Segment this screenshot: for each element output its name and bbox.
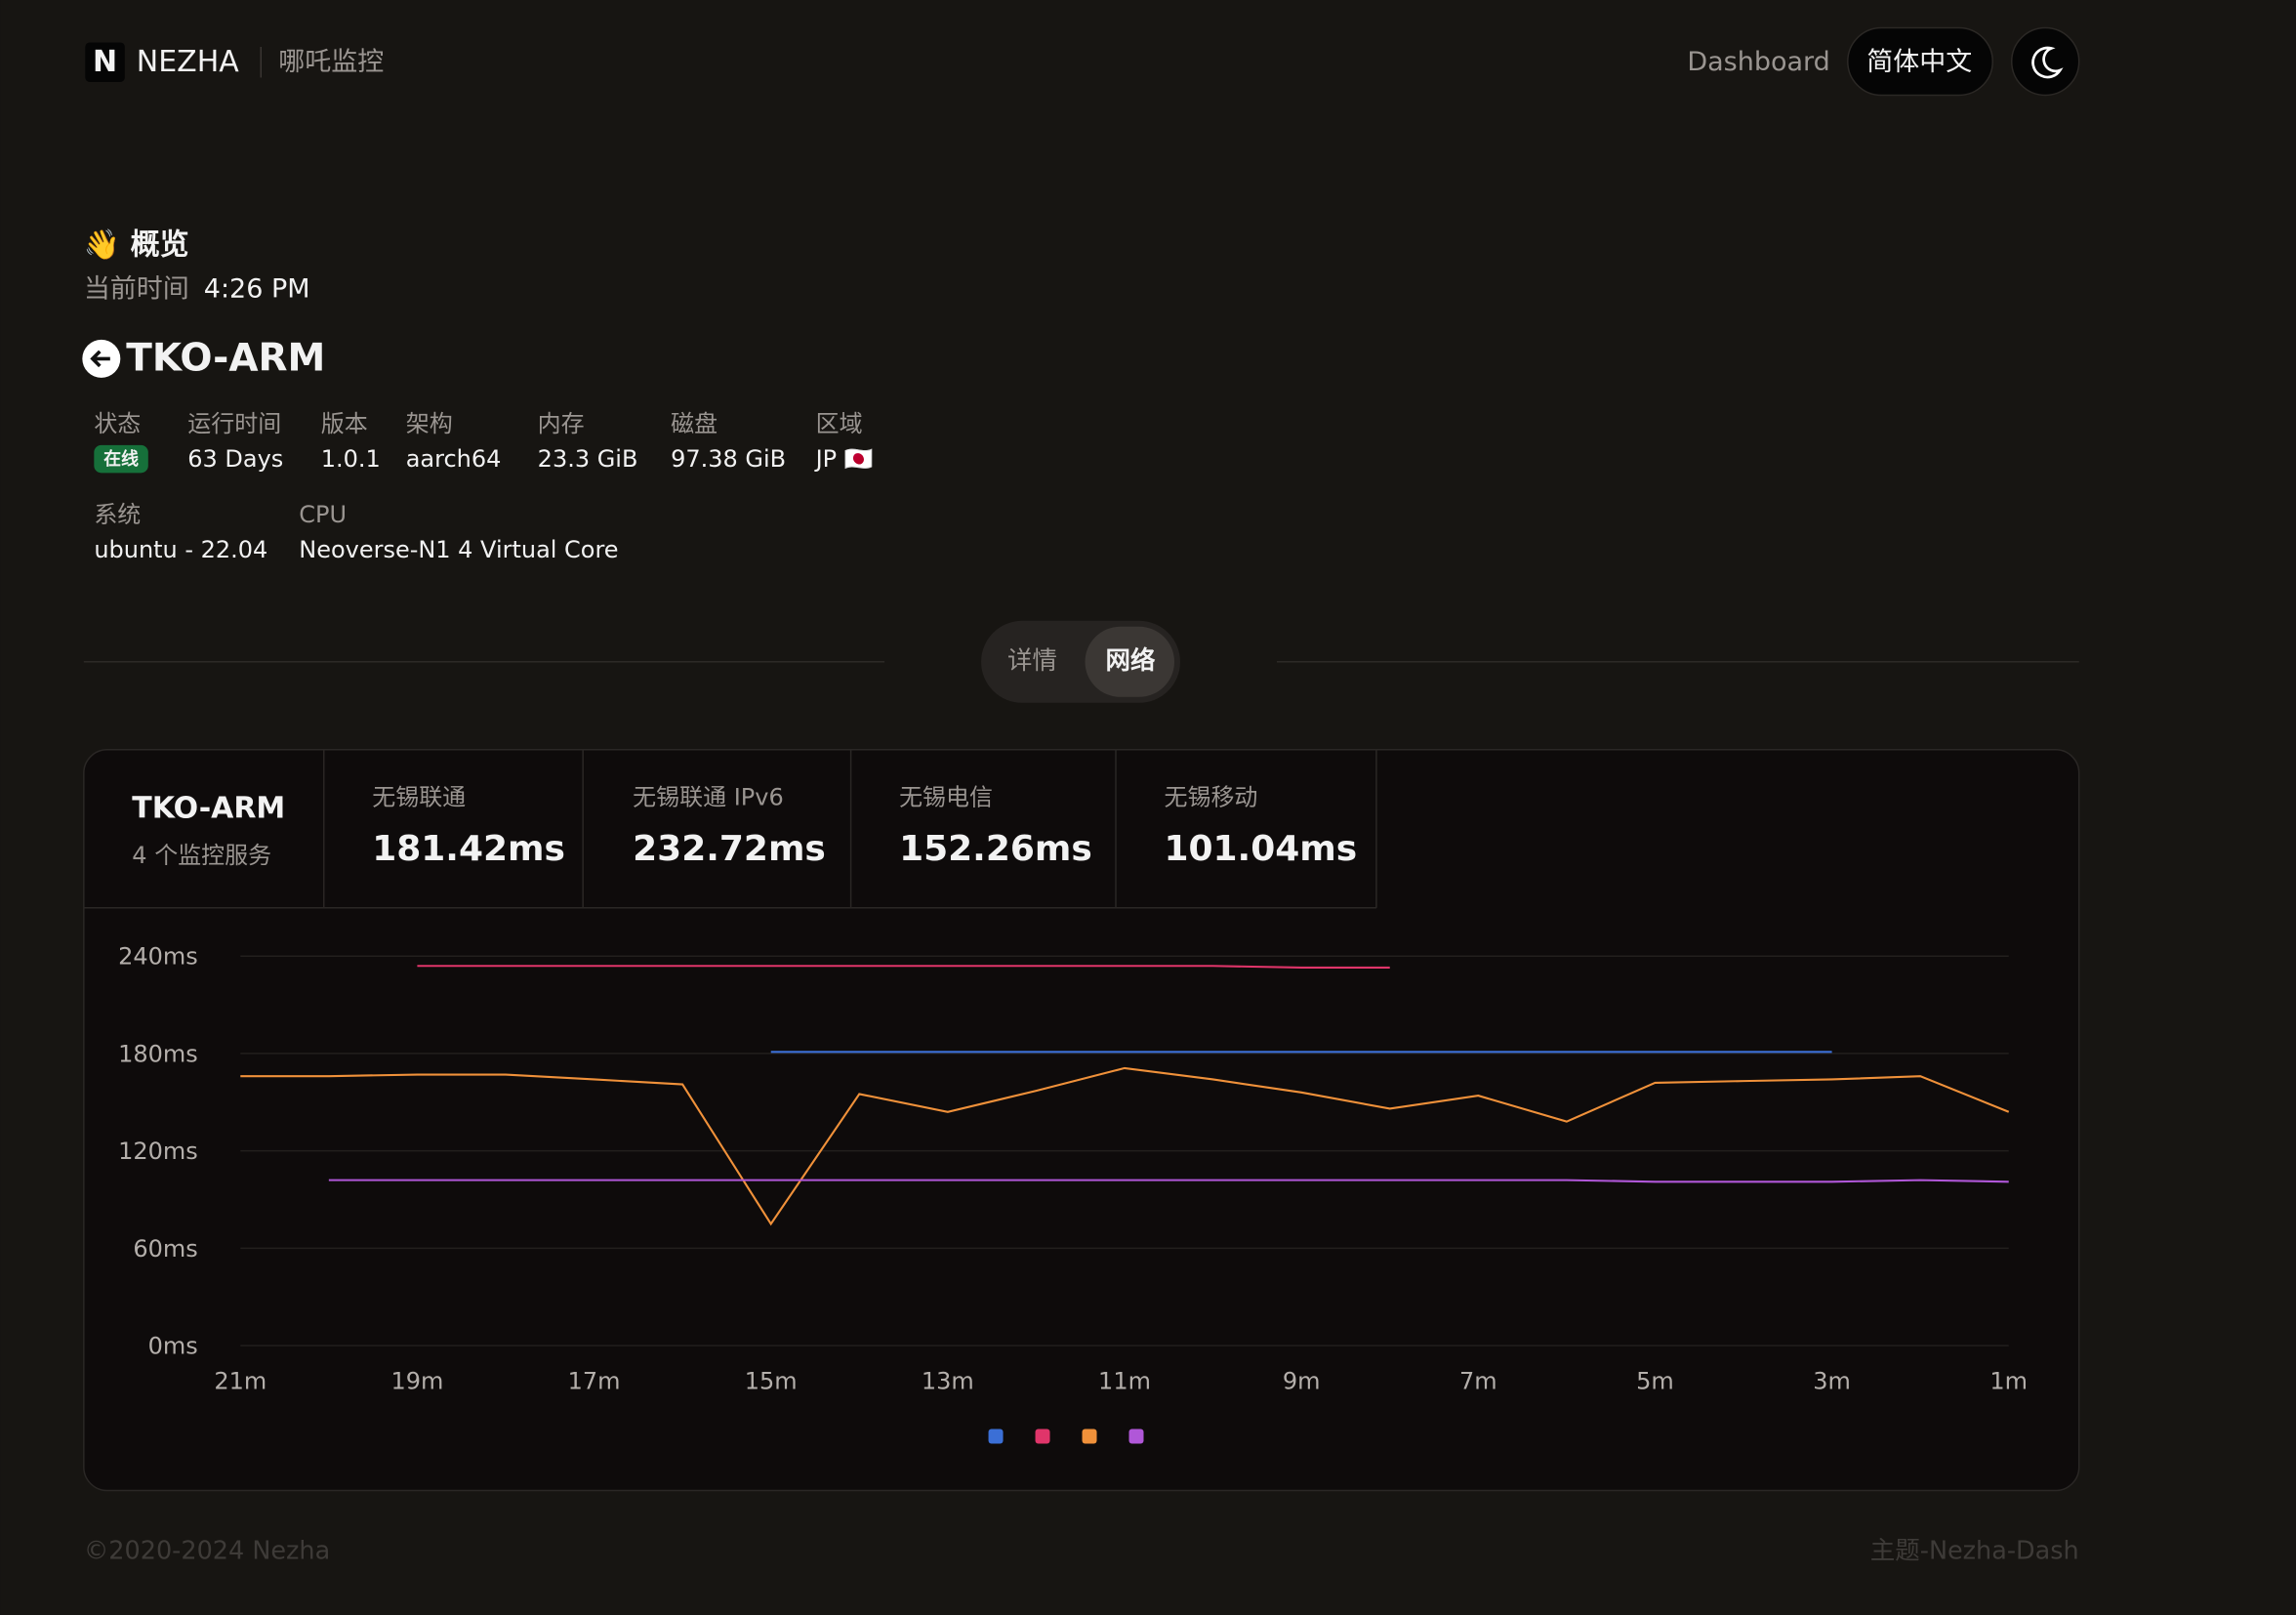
field-label: CPU <box>299 501 347 528</box>
monitor-server: TKO-ARM <box>132 792 285 826</box>
field-label: 状态 <box>94 410 141 437</box>
y-tick-label: 0ms <box>148 1333 198 1360</box>
field-value: 97.38 GiB <box>671 445 786 473</box>
brand: NEZHA <box>137 45 239 79</box>
field-label: 磁盘 <box>671 410 718 437</box>
server-name: TKO-ARM <box>126 336 325 380</box>
field-value: 63 Days <box>187 445 283 473</box>
tab-active <box>1085 626 1174 697</box>
x-tick-label: 17m <box>568 1368 621 1395</box>
time-label: 当前时间 <box>84 273 189 304</box>
x-tick-label: 5m <box>1636 1368 1674 1395</box>
monitor-count: 4 个监控服务 <box>132 842 271 869</box>
service-name: 无锡电信 <box>899 783 993 810</box>
y-tick-label: 120ms <box>118 1138 198 1165</box>
tab[interactable]: 详情 <box>1007 646 1057 676</box>
field-label: 内存 <box>538 410 585 437</box>
monitor-card <box>83 749 2080 1492</box>
language[interactable]: 简体中文 <box>1866 47 1972 77</box>
subtitle: 哪吒监控 <box>278 47 384 77</box>
field-label: 架构 <box>406 410 453 437</box>
overview-title: 👋 概览 <box>84 228 189 262</box>
field-value: ubuntu - 22.04 <box>94 536 267 563</box>
field-value: JP 🇯🇵 <box>814 445 874 473</box>
legend-swatch[interactable] <box>1082 1429 1097 1444</box>
field-label: 系统 <box>94 501 141 528</box>
y-tick-label: 60ms <box>133 1235 197 1263</box>
back-arrow <box>90 350 110 368</box>
legend-swatch[interactable] <box>1035 1429 1050 1444</box>
field-value: 23.3 GiB <box>538 445 638 473</box>
field-value: 在线 <box>103 448 139 470</box>
service-latency: 152.26ms <box>899 829 1092 869</box>
moon-icon <box>2031 46 2064 79</box>
x-tick-label: 21m <box>214 1368 266 1395</box>
field-label: 区域 <box>816 410 863 437</box>
field-label: 版本 <box>321 410 368 437</box>
x-tick-label: 19m <box>390 1368 443 1395</box>
x-tick-label: 9m <box>1283 1368 1321 1395</box>
theme-credit: 主题-Nezha-Dash <box>1870 1537 2079 1566</box>
x-tick-label: 11m <box>1098 1368 1151 1395</box>
series-line <box>240 1066 2010 1226</box>
x-tick-label: 3m <box>1813 1368 1851 1395</box>
legend-swatch[interactable] <box>988 1429 1004 1444</box>
legend-swatch[interactable] <box>1128 1429 1144 1444</box>
service-latency: 101.04ms <box>1164 829 1357 869</box>
field-value: aarch64 <box>406 445 502 473</box>
logo-box <box>85 42 125 82</box>
nav-dashboard[interactable]: Dashboard <box>1687 47 1829 77</box>
field-value: Neoverse-N1 4 Virtual Core <box>299 536 618 563</box>
y-tick-label: 180ms <box>118 1040 198 1067</box>
x-tick-label: 1m <box>1989 1368 2028 1395</box>
language-button[interactable] <box>1847 26 1993 97</box>
service-name: 无锡移动 <box>1164 783 1257 810</box>
service-name: 无锡联通 <box>372 783 466 810</box>
service-latency: 232.72ms <box>633 829 826 869</box>
x-tick-label: 13m <box>922 1368 974 1395</box>
service-latency: 181.42ms <box>372 829 565 869</box>
series-line <box>328 1179 2009 1183</box>
y-tick-label: 240ms <box>118 943 198 971</box>
x-tick-label: 15m <box>745 1368 798 1395</box>
field-value: 1.0.1 <box>321 445 381 473</box>
series-line <box>417 965 1390 969</box>
status-badge <box>94 444 148 474</box>
logo: N <box>93 45 117 79</box>
tab[interactable]: 网络 <box>1106 646 1156 676</box>
service-name: 无锡联通 IPv6 <box>633 783 784 810</box>
field-label: 运行时间 <box>187 410 281 437</box>
x-tick-label: 7m <box>1459 1368 1497 1395</box>
time: 4:26 PM <box>204 273 310 304</box>
copyright: ©2020-2024 Nezha <box>84 1537 330 1566</box>
theme-button[interactable] <box>2010 26 2080 97</box>
